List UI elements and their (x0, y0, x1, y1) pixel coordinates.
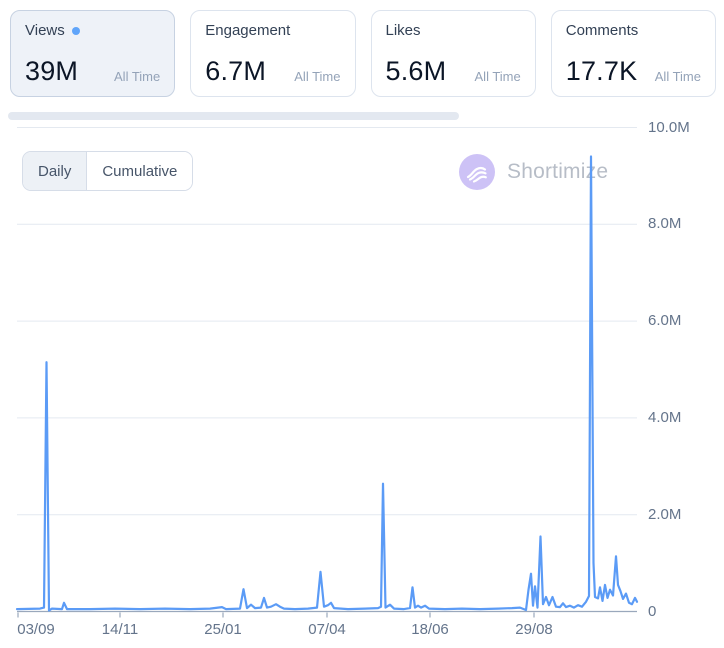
x-axis-label: 03/09 (17, 621, 55, 638)
chart-mode-toggle: Daily Cumulative (22, 151, 194, 191)
x-axis-label: 14/11 (101, 621, 139, 638)
metric-card-likes[interactable]: Likes 5.6M All Time (370, 10, 536, 97)
x-axis-label: 18/06 (411, 621, 449, 638)
y-axis-label: 10.0M (648, 118, 690, 136)
metric-card-comments[interactable]: Comments 17.7K All Time (550, 10, 716, 97)
metric-label: Views (25, 22, 65, 39)
metric-card-title: Likes (386, 22, 521, 39)
metric-label: Comments (565, 22, 639, 39)
x-axis-label: 07/04 (308, 621, 346, 638)
active-metric-dot-icon (71, 26, 80, 35)
horizontal-scrollbar[interactable] (8, 112, 724, 120)
metric-card-title: Engagement (205, 22, 340, 39)
toggle-daily-button[interactable]: Daily (23, 152, 88, 190)
metric-card-engagement[interactable]: Engagement 6.7M All Time (190, 10, 356, 97)
views-series-line[interactable] (15, 155, 639, 612)
metric-cards: Views 39M All Time Engagement 6.7M All T… (10, 10, 716, 97)
metric-card-views[interactable]: Views 39M All Time (10, 10, 176, 97)
y-axis-label: 2.0M (648, 505, 682, 523)
metric-card-title: Views (25, 22, 160, 39)
brand-watermark-label: Shortimize (507, 160, 609, 183)
shortimize-logo-icon (459, 154, 495, 190)
metric-value: 6.7M (205, 56, 267, 86)
metric-period: All Time (654, 69, 701, 84)
metric-period: All Time (474, 69, 521, 84)
toggle-cumulative-button[interactable]: Cumulative (87, 152, 193, 190)
brand-watermark: Shortimize (459, 154, 608, 190)
y-axis-label: 8.0M (648, 215, 682, 233)
metric-period: All Time (294, 69, 341, 84)
metric-label: Engagement (205, 22, 291, 39)
x-axis-label: 29/08 (515, 621, 553, 638)
metric-label: Likes (385, 22, 421, 39)
metric-value: 39M (25, 56, 79, 86)
metric-value: 17.7K (565, 56, 638, 86)
y-axis-label: 4.0M (648, 408, 682, 426)
y-axis-label: 6.0M (648, 312, 682, 330)
metric-period: All Time (114, 69, 161, 84)
scrollbar-thumb[interactable] (8, 112, 459, 120)
metric-card-title: Comments (566, 22, 701, 39)
x-axis-label: 25/01 (204, 621, 242, 638)
metric-value: 5.6M (385, 56, 447, 86)
y-axis-label: 0 (648, 602, 657, 620)
